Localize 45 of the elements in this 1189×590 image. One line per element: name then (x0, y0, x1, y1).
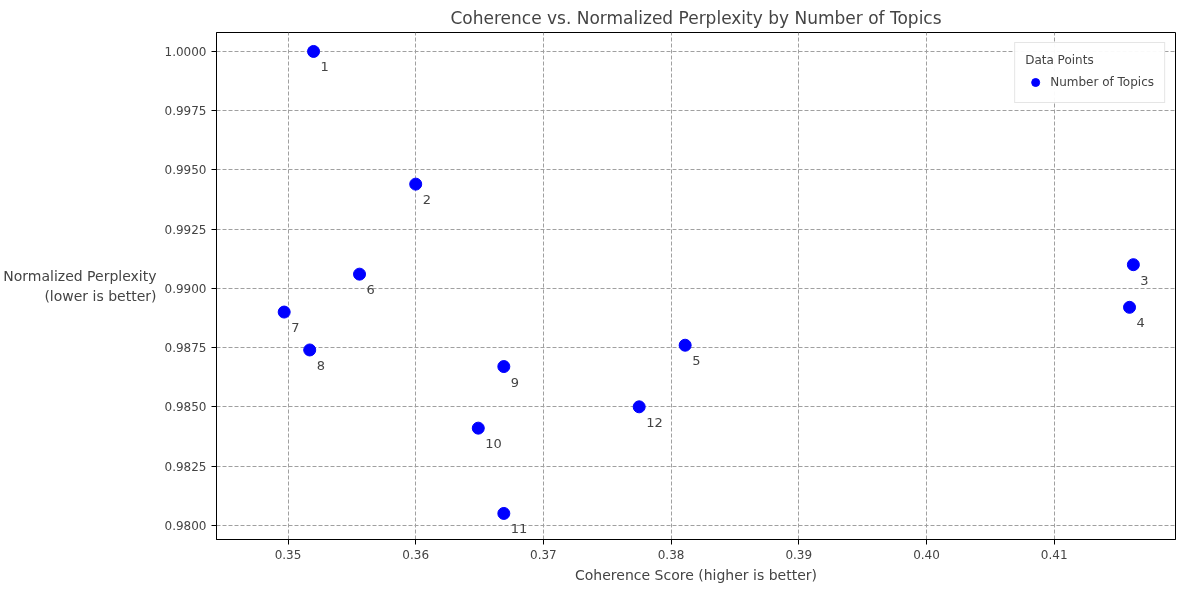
y-tick-label: 0.9825 (164, 459, 207, 474)
y-tick-label: 0.9925 (164, 222, 207, 237)
annotation: 11 (510, 521, 528, 537)
point (277, 305, 291, 319)
point (497, 360, 511, 374)
point (303, 343, 317, 357)
x-tick-label: 0.41 (1040, 547, 1068, 562)
point (409, 177, 423, 191)
point (307, 44, 321, 58)
y-tick-label: 1.0000 (164, 44, 207, 59)
y-tick-label: 0.9800 (164, 518, 207, 533)
point (632, 400, 646, 414)
point (1123, 300, 1137, 314)
y-axis-title: Normalized Perplexity (lower is better) (3, 268, 157, 304)
annotation: 10 (485, 436, 502, 452)
y-tick-label: 0.9950 (164, 163, 207, 178)
annotation: 1 (320, 59, 329, 75)
legend-title: Data Points (1025, 53, 1095, 67)
point (471, 421, 485, 435)
x-tick-label: 0.36 (402, 547, 430, 562)
y-tick-label: 0.9850 (164, 400, 207, 415)
annotation: 8 (316, 357, 325, 373)
chart-title: Coherence vs. Normalized Perplexity by Number of Topics (450, 7, 942, 28)
y-tick-label: 0.9875 (164, 341, 207, 356)
legend-label: Number of Topics (1050, 75, 1154, 89)
point (353, 267, 367, 281)
annotation: 12 (646, 414, 663, 430)
annotation: 5 (692, 353, 701, 369)
x-tick-label: 0.39 (785, 547, 813, 562)
annotation: 6 (366, 282, 375, 298)
point (1126, 258, 1140, 272)
annotation: 4 (1136, 315, 1145, 331)
y-tick-label: 0.9975 (164, 104, 207, 119)
y-tick-label: 0.9900 (164, 281, 207, 296)
x-tick-label: 0.38 (657, 547, 685, 562)
x-tick-label: 0.40 (913, 547, 940, 562)
x-tick-label: 0.35 (274, 547, 302, 562)
annotation: 7 (291, 320, 300, 336)
annotation: 9 (510, 374, 520, 390)
annotation: 3 (1140, 272, 1149, 288)
point (678, 338, 692, 352)
x-tick-label: 0.37 (530, 547, 557, 562)
point (497, 506, 511, 520)
x-axis-title: Coherence Score (higher is better) (575, 566, 817, 583)
annotation: 2 (422, 192, 431, 208)
